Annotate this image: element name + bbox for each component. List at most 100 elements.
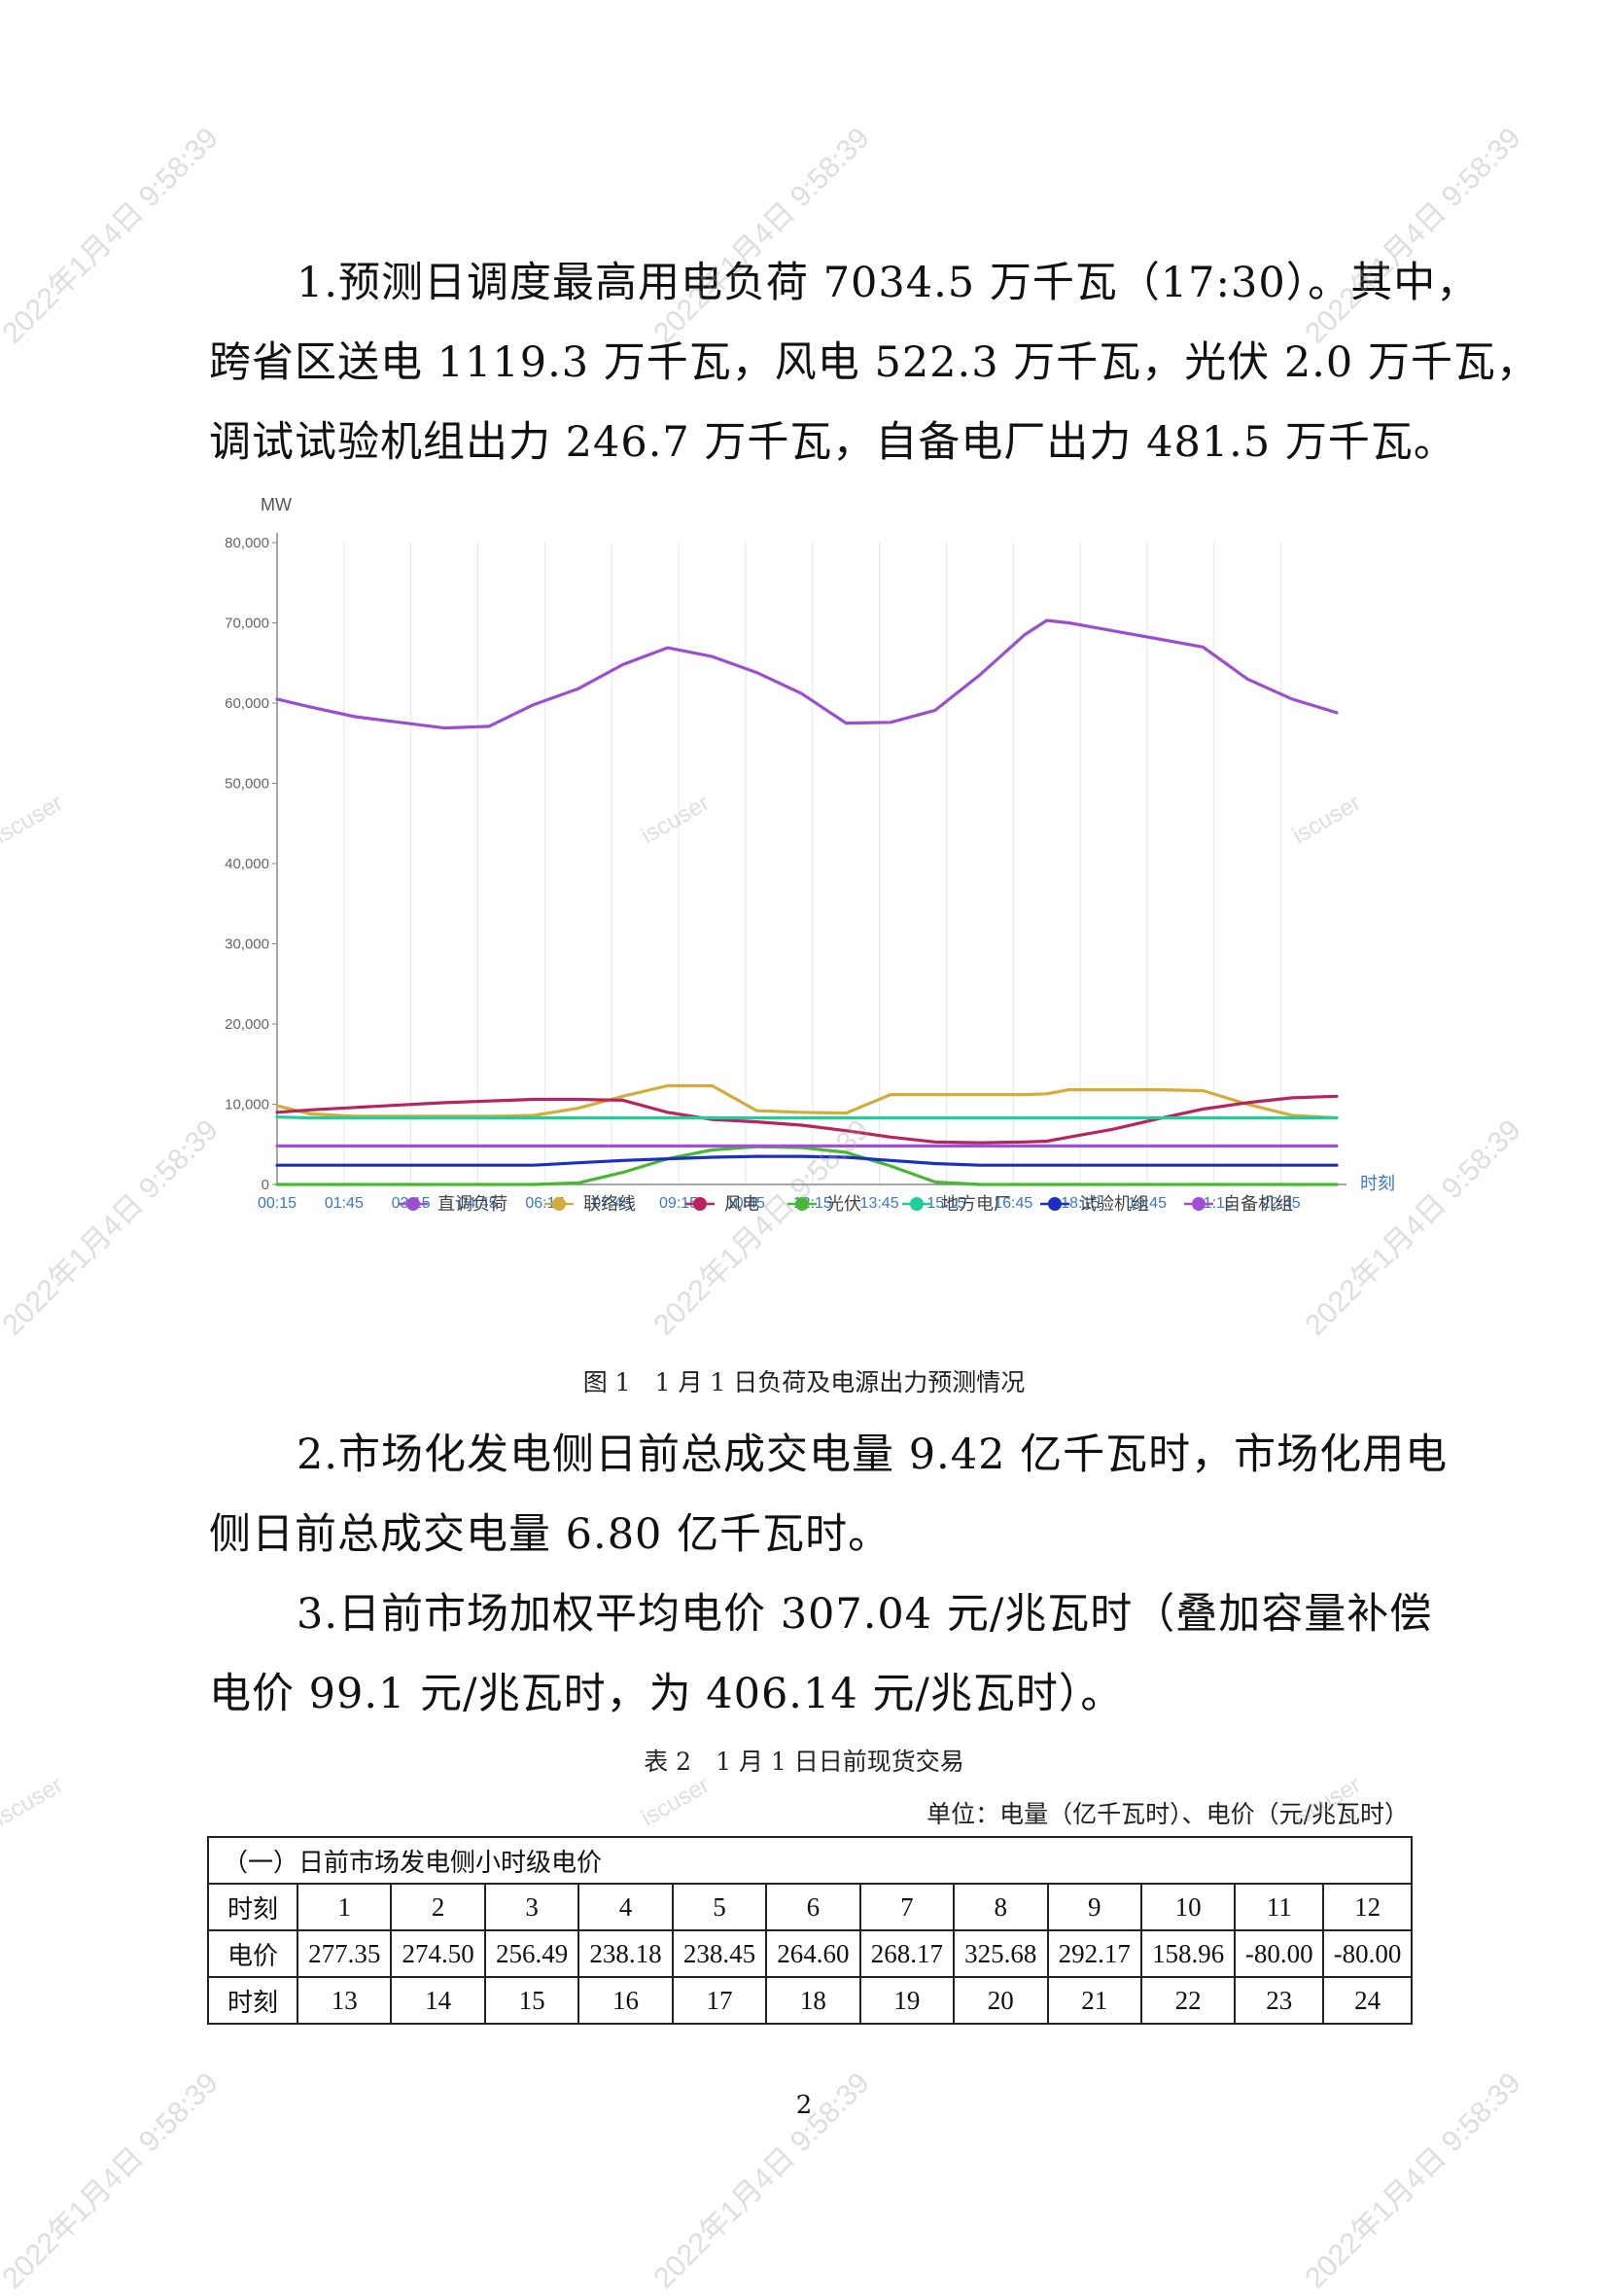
paragraph-1-line-2: 跨省区送电 1119.3 万千瓦，风电 522.3 万千瓦，光伏 2.0 万千瓦…: [209, 338, 1539, 387]
table-row-prices: 电价 277.35 274.50 256.49 238.18 238.45 26…: [207, 1929, 1413, 1978]
legend-label: 试验机组: [1079, 1194, 1149, 1214]
x-tick-label: 07:45: [592, 1195, 631, 1212]
paragraph-1-line-1: 1.预测日调度最高用电负荷 7034.5 万千瓦（17:30）。其中，: [297, 259, 1480, 307]
y-tick-label: 50,000: [225, 776, 269, 793]
table-cell: 325.68: [953, 1929, 1049, 1978]
legend-swatch-dot: [1192, 1197, 1206, 1211]
x-tick-label: 18:15: [1061, 1195, 1100, 1212]
table-cell: 5: [671, 1883, 768, 1931]
table-cell: 14: [390, 1976, 486, 2025]
x-axis-label: 时刻: [1360, 1174, 1395, 1193]
table-cell: 19: [858, 1976, 956, 2025]
row-label: 时刻: [207, 1976, 298, 2025]
table-cell: 2: [390, 1883, 486, 1931]
series-line: [275, 1154, 1339, 1167]
table-cell: 24: [1322, 1976, 1413, 2025]
table-2-title: 表 2 1 月 1 日日前现货交易: [644, 1748, 964, 1776]
legend-swatch-dot: [1048, 1197, 1062, 1211]
legend-swatch-dot: [552, 1197, 566, 1211]
series-line: [275, 1145, 1339, 1186]
legend-swatch-dot: [910, 1197, 924, 1211]
load-forecast-chart: 80,000 70,000 60,000 50,000 40,000 30,000 20,0…: [225, 495, 1395, 1214]
x-tick-label: 15:15: [926, 1195, 965, 1212]
paragraph-2-line-1: 2.市场化发电侧日前总成交电量 9.42 亿千瓦时，市场化用电: [297, 1431, 1449, 1479]
watermark-user: iscuser: [0, 1771, 68, 1832]
x-tick-label: 13:45: [860, 1195, 899, 1212]
table-cell: 20: [953, 1976, 1049, 2025]
table-cell: 16: [577, 1976, 674, 2025]
table-cell: 8: [953, 1883, 1049, 1931]
x-tick-label: 01:45: [325, 1195, 364, 1212]
series-line: [275, 618, 1339, 730]
table-cell: 9: [1046, 1883, 1142, 1931]
table-cell: 4: [577, 1883, 674, 1931]
table-cell: 18: [765, 1976, 861, 2025]
table-section-head: （一）日前市场发电侧小时级电价: [207, 1836, 1413, 1885]
y-tick-label: 60,000: [225, 695, 269, 712]
figure-1-caption: 图 1 1 月 1 日负荷及电源出力预测情况: [582, 1368, 1026, 1396]
table-cell: -80.00: [1234, 1929, 1325, 1978]
paragraph-3-line-1: 3.日前市场加权平均电价 307.04 元/兆瓦时（叠加容量补偿: [297, 1590, 1433, 1639]
page-number: 2: [795, 2091, 813, 2120]
watermark-user: iscuser: [637, 1771, 715, 1832]
table-cell: 11: [1234, 1883, 1325, 1931]
paragraph-1-line-3: 调试试验机组出力 246.7 万千瓦，自备电厂出力 481.5 万千瓦。: [209, 418, 1456, 467]
x-tick-label: 19:45: [1128, 1195, 1167, 1212]
table-row-hours-2: 时刻 13 14 15 16 17 18 19 20 21 22 23 24: [207, 1976, 1413, 2025]
x-tick-label: 10:45: [726, 1195, 765, 1212]
table-cell: 13: [296, 1976, 393, 2025]
table-cell: 274.50: [390, 1929, 486, 1978]
watermark-user: iscuser: [0, 789, 68, 850]
table-cell: 23: [1234, 1976, 1325, 2025]
spot-price-table: （一）日前市场发电侧小时级电价 时刻 1 2 3 4 5 6 7 8 9 10 …: [207, 1836, 1413, 2025]
table-cell: 21: [1046, 1976, 1142, 2025]
table-cell: -80.00: [1322, 1929, 1413, 1978]
table-cell: 1: [296, 1883, 393, 1931]
watermark-stamp: 2022年1月4日 9:58:39: [0, 122, 225, 350]
table-cell: 6: [765, 1883, 861, 1931]
row-label: 时刻: [207, 1883, 298, 1931]
x-tick-label: 00:15: [258, 1195, 297, 1212]
series-line: [275, 1115, 1339, 1120]
table-cell: 238.18: [577, 1929, 674, 1978]
y-axis-label: MW: [261, 495, 292, 514]
legend-label: 光伏: [826, 1194, 861, 1214]
y-tick-label: 70,000: [225, 616, 269, 632]
table-cell: 17: [671, 1976, 768, 2025]
y-tick-label: 0: [262, 1177, 269, 1193]
table-cell: 15: [483, 1976, 580, 2025]
x-tick-label: 09:15: [659, 1195, 698, 1212]
table-section-row: （一）日前市场发电侧小时级电价: [207, 1836, 1413, 1885]
table-cell: 256.49: [483, 1929, 580, 1978]
legend-swatch-dot: [795, 1197, 809, 1211]
table-cell: 7: [858, 1883, 956, 1931]
table-cell: 277.35: [296, 1929, 393, 1978]
x-tick-label: 16:45: [994, 1195, 1032, 1212]
legend-label: 风电: [724, 1194, 759, 1214]
table-cell: 12: [1322, 1883, 1413, 1931]
paragraph-3-line-2: 电价 99.1 元/兆瓦时，为 406.14 元/兆瓦时）。: [209, 1670, 1124, 1718]
watermark-stamp: 2022年1月4日 9:58:39: [0, 1113, 225, 1342]
y-tick-label: 30,000: [225, 936, 269, 953]
table-row-hours-1: 时刻 1 2 3 4 5 6 7 8 9 10 11 12: [207, 1883, 1413, 1931]
x-tick-label: 22:45: [1262, 1195, 1301, 1212]
legend-label: 联络线: [583, 1194, 636, 1214]
table-cell: 3: [483, 1883, 580, 1931]
y-tick-label: 80,000: [225, 535, 269, 551]
legend-swatch-dot: [406, 1197, 420, 1211]
table-cell: 268.17: [858, 1929, 956, 1978]
row-label: 电价: [207, 1929, 298, 1978]
legend-label: 直调负荷: [437, 1194, 507, 1214]
y-tick-label: 20,000: [225, 1016, 269, 1033]
table-cell: 292.17: [1046, 1929, 1142, 1978]
table-2-unit: 单位：电量（亿千瓦时）、电价（元/兆瓦时）: [926, 1800, 1409, 1828]
table-cell: 158.96: [1139, 1929, 1237, 1978]
table-cell: 238.45: [671, 1929, 768, 1978]
table-cell: 10: [1139, 1883, 1237, 1931]
series-line: [275, 1094, 1339, 1145]
table-cell: 264.60: [765, 1929, 861, 1978]
y-tick-label: 10,000: [225, 1097, 269, 1113]
paragraph-2-line-2: 侧日前总成交电量 6.80 亿千瓦时。: [209, 1510, 891, 1559]
y-tick-label: 40,000: [225, 856, 269, 872]
legend-swatch-dot: [693, 1197, 707, 1211]
